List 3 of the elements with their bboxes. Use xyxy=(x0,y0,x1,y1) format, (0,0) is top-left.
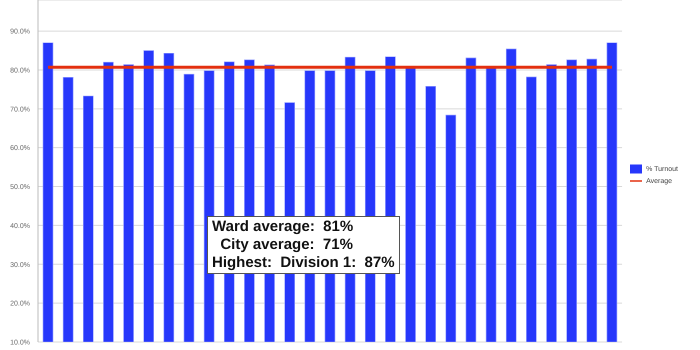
annotation: Highest: Division 1: 87% xyxy=(212,254,395,272)
annotation: City average: 71% xyxy=(219,236,354,254)
annotation: Ward average: 81% xyxy=(212,218,354,236)
